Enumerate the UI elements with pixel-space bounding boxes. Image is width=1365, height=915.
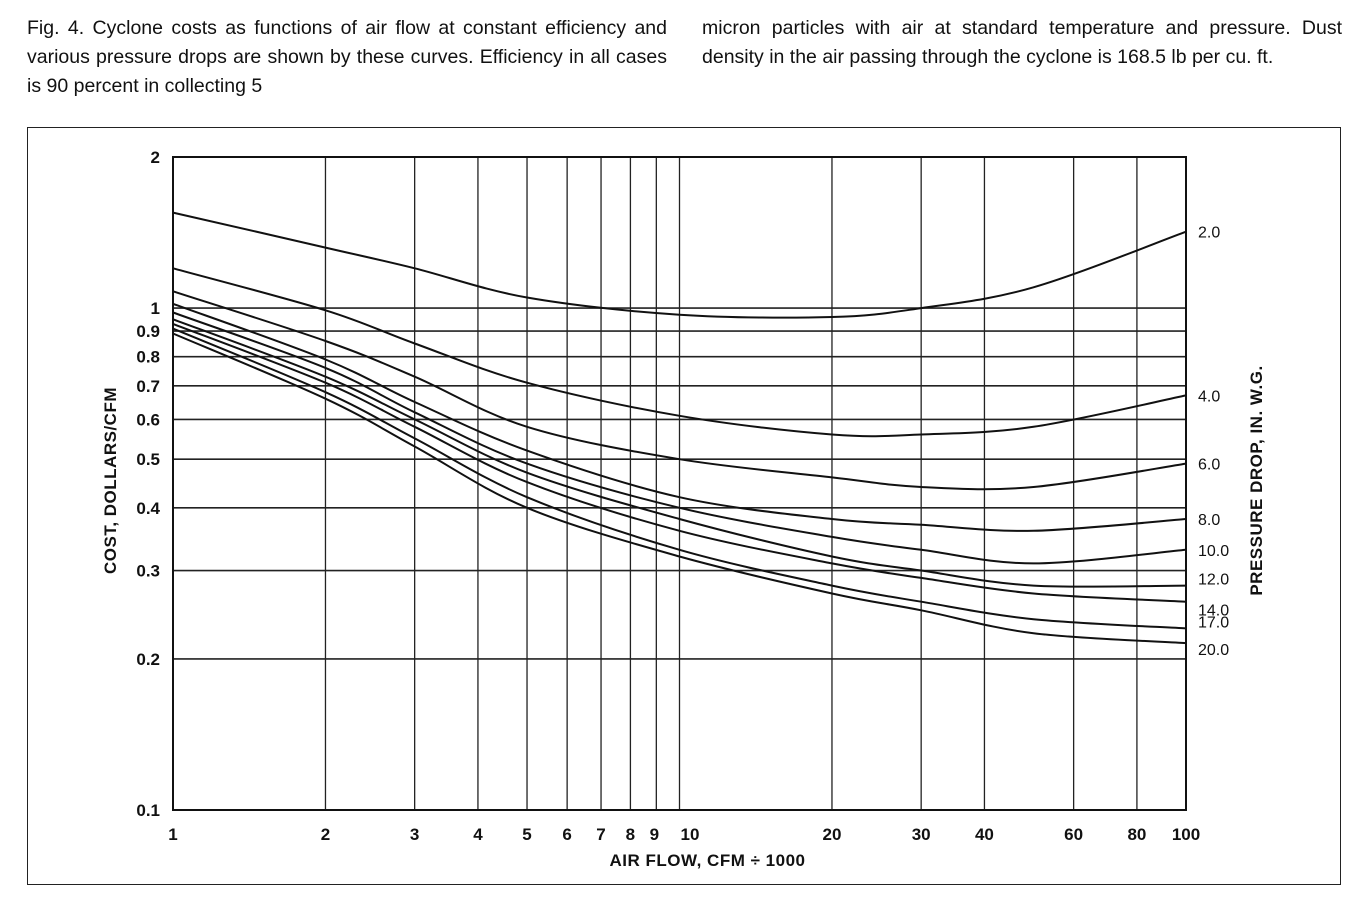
y-tick-label: 0.5 <box>136 450 160 469</box>
x-tick-label: 100 <box>1172 825 1200 844</box>
x-tick-label: 8 <box>626 825 635 844</box>
series-label: 17.0 <box>1198 614 1229 631</box>
x-tick-label: 10 <box>681 825 700 844</box>
y-tick-label: 0.6 <box>136 410 160 429</box>
series-line <box>172 332 1187 645</box>
y-tick-label: 0.3 <box>136 562 160 581</box>
series-line <box>172 311 1187 565</box>
series-line <box>172 290 1187 491</box>
x-tick-label: 80 <box>1127 825 1146 844</box>
x-tick-label: 30 <box>912 825 931 844</box>
x-tick-label: 5 <box>522 825 531 844</box>
series-line <box>172 327 1187 630</box>
x-tick-label: 9 <box>650 825 659 844</box>
x-tick-label: 60 <box>1064 825 1083 844</box>
x-tick-label: 2 <box>321 825 330 844</box>
plot-border <box>172 156 1187 811</box>
x-tick-label: 40 <box>975 825 994 844</box>
y2-axis-label: PRESSURE DROP, IN. W.G. <box>1247 365 1266 595</box>
y-tick-label: 0.4 <box>136 499 160 518</box>
x-gridlines <box>172 157 1187 810</box>
series-label: 12.0 <box>1198 572 1229 589</box>
series-line <box>172 267 1187 438</box>
series-label: 8.0 <box>1198 512 1220 529</box>
x-tick-label: 1 <box>168 825 177 844</box>
y-tick-label: 1 <box>151 299 160 318</box>
series-lines <box>172 211 1187 645</box>
x-tick-label: 7 <box>596 825 605 844</box>
y-tick-label: 0.8 <box>136 348 160 367</box>
series-label: 6.0 <box>1198 457 1220 474</box>
caption-right: micron particles with air at standard te… <box>702 17 1342 68</box>
y-tick-labels: 0.1 0.2 0.3 0.4 0.5 0.6 0.7 0.8 0.9 1 2 <box>136 148 160 820</box>
series-line <box>172 211 1187 319</box>
x-tick-label: 6 <box>562 825 571 844</box>
series-label: 4.0 <box>1198 388 1220 405</box>
series-line <box>172 318 1187 588</box>
chart-frame <box>27 127 1341 885</box>
y-axis-label: COST, DOLLARS/CFM <box>101 387 120 574</box>
series-line <box>172 302 1187 532</box>
y-tick-label: 0.9 <box>136 322 160 341</box>
x-tick-label: 20 <box>823 825 842 844</box>
series-labels: 2.0 4.0 6.0 8.0 10.0 12.0 14.017.0 20.0 <box>1198 225 1229 659</box>
series-label: 2.0 <box>1198 225 1220 242</box>
series-label: 14.0 <box>1198 603 1229 620</box>
x-tick-label: 4 <box>473 825 483 844</box>
y-tick-label: 0.7 <box>136 377 160 396</box>
series-label: 10.0 <box>1198 543 1229 560</box>
series-label: 20.0 <box>1198 642 1229 659</box>
x-tick-label: 3 <box>410 825 419 844</box>
y-tick-label: 0.1 <box>136 801 160 820</box>
caption-left: Fig. 4. Cyclone costs as functions of ai… <box>27 17 667 97</box>
series-line <box>172 322 1187 603</box>
y-tick-label: 0.2 <box>136 650 160 669</box>
x-tick-labels: 1 2 3 4 5 6 7 8 9 10 20 30 40 60 80 100 <box>168 825 1200 844</box>
x-axis-label: AIR FLOW, CFM ÷ 1000 <box>610 851 806 870</box>
y-tick-label: 2 <box>151 148 160 167</box>
